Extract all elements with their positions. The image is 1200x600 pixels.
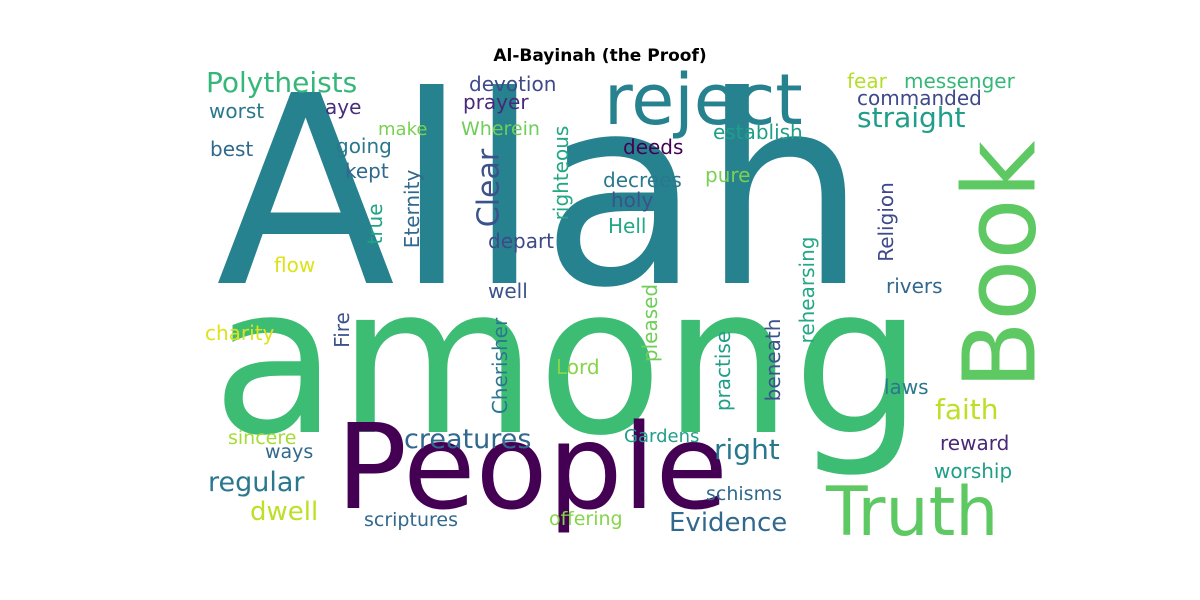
word-among: among — [212, 243, 923, 481]
word-pure: pure — [705, 163, 750, 187]
word-allah: Allah — [216, 40, 867, 345]
word-beneath: beneath — [761, 319, 785, 402]
word-fear: fear — [847, 69, 888, 93]
word-depart: depart — [488, 229, 554, 253]
word-establish: establish — [713, 120, 803, 144]
word-regular: regular — [208, 467, 305, 498]
word-deeds: deeds — [623, 135, 683, 159]
word-lord: Lord — [556, 355, 600, 379]
word-sincere: sincere — [228, 427, 296, 449]
word-going: going — [336, 134, 392, 158]
word-eternity: Eternity — [400, 170, 424, 249]
word-practise: practise — [711, 331, 735, 411]
word-dwell: dwell — [250, 497, 318, 527]
word-hell: Hell — [608, 214, 646, 238]
word-pleased: pleased — [638, 284, 662, 362]
word-reward: reward — [940, 431, 1009, 455]
word-decrees: decrees — [603, 168, 682, 192]
word-clear: Clear — [472, 148, 507, 227]
word-commanded: commanded — [857, 86, 982, 110]
word-well: well — [488, 279, 528, 303]
word-right: right — [714, 433, 780, 466]
word-best: best — [210, 137, 253, 161]
word-rehearsing: rehearsing — [795, 237, 819, 344]
word-offering: offering — [549, 508, 623, 530]
word-polytheists: Polytheists — [206, 66, 357, 99]
word-creatures: creatures — [404, 424, 531, 455]
word-charity: charity — [205, 321, 275, 345]
word-worst: worst — [209, 99, 264, 123]
word-ways: ways — [265, 441, 313, 463]
word-gardens: Gardens — [624, 426, 699, 447]
word-holy: holy — [611, 188, 653, 212]
word-aye: aye — [325, 95, 361, 119]
word-flow: flow — [274, 253, 315, 277]
word-laws: laws — [884, 375, 929, 399]
word-rivers: rivers — [886, 274, 943, 298]
word-people: People — [336, 398, 728, 536]
word-worship: worship — [934, 459, 1012, 483]
word-evidence: Evidence — [669, 508, 787, 538]
word-schisms: schisms — [706, 483, 782, 505]
word-wherein: Wherein — [461, 118, 540, 140]
word-book: Book — [942, 140, 1059, 389]
word-kept: kept — [345, 159, 389, 183]
word-righteous: righteous — [549, 126, 573, 221]
word-prayer: prayer — [463, 90, 529, 114]
word-faith: faith — [935, 393, 999, 426]
chart-title: Al-Bayinah (the Proof) — [493, 46, 707, 66]
word-true: true — [363, 203, 387, 244]
word-scriptures: scriptures — [364, 509, 458, 531]
word-make: make — [378, 119, 427, 140]
word-truth: Truth — [825, 473, 998, 552]
word-fire: Fire — [330, 312, 354, 348]
word-religion: Religion — [874, 182, 898, 262]
word-reject: reject — [604, 59, 803, 141]
word-devotion: devotion — [469, 72, 556, 96]
word-messenger: messenger — [904, 69, 1016, 93]
word-cherisher: Cherisher — [488, 317, 512, 414]
word-straight: straight — [857, 101, 966, 134]
